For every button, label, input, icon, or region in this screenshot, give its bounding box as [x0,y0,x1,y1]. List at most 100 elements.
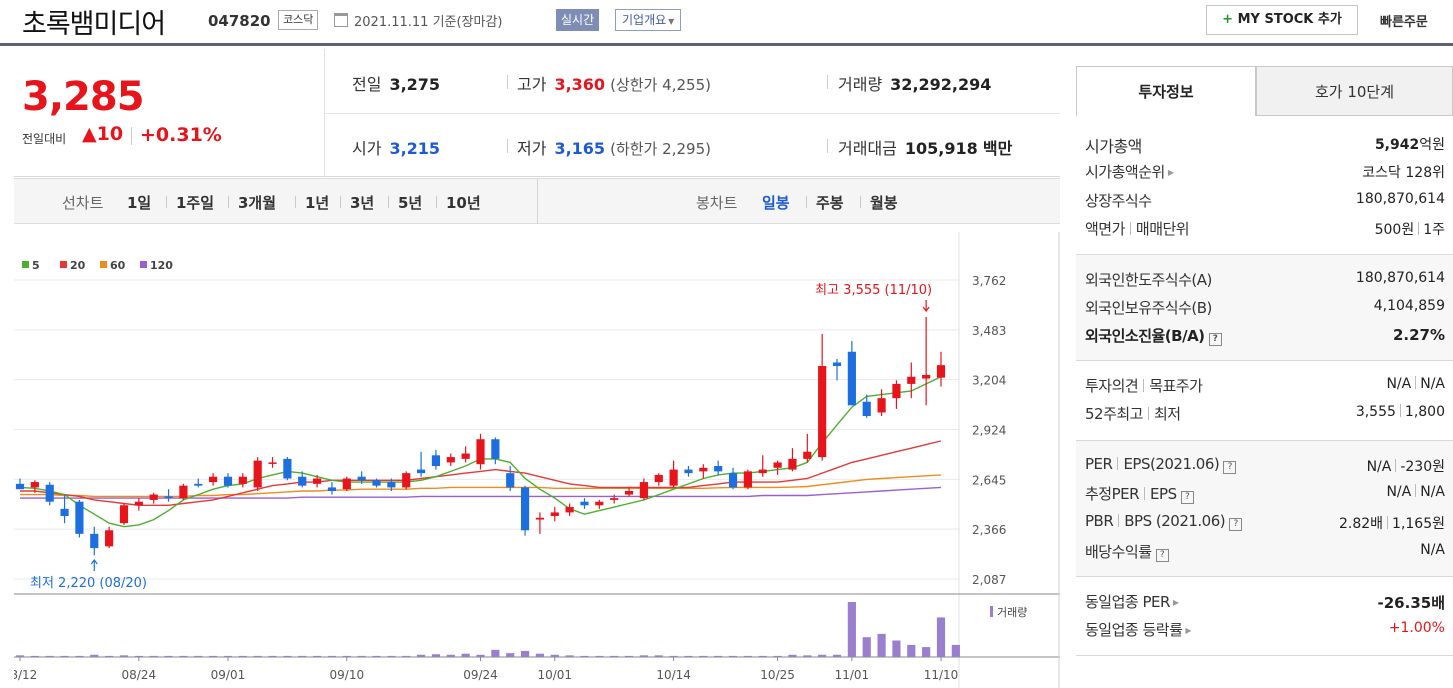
est-per-label: 추정PER [1085,485,1140,503]
per-label: PER [1085,455,1113,473]
corp-overview-button[interactable]: 기업개요 ▼ [615,9,682,31]
candle-body [907,376,916,384]
foreign-limit-value: 180,870,614 [1355,270,1445,286]
trade-amount: 거래대금 105,918 백만 [838,135,1012,159]
divider [507,139,508,153]
prev-close-label: 전일 [352,75,382,94]
candle-body [506,473,515,488]
volume-bar [669,655,678,657]
market-cap-section: 시가총액 5,942억원 시가총액순위 ▶ 코스닥 128위 상장주식수 180,… [1076,116,1453,251]
x-tick-label: 11/10 [924,668,959,682]
volume-bar [832,654,842,657]
date-text: 2021.11.11 기준(장마감) [354,15,503,30]
help-icon[interactable]: ? [1208,333,1222,346]
x-tick-label: 10/14 [656,668,691,682]
week52-key: 52주최고 최저 [1085,403,1181,424]
candle-body [565,507,574,513]
candle-body [654,474,663,483]
divider [228,196,229,208]
period-10y[interactable]: 10년 [446,194,481,212]
candle-body [936,365,946,378]
candle-body [372,480,381,486]
upper-limit: (상한가 4,255) [610,76,711,94]
volume-label: 거래량 [997,606,1027,619]
high-price: 고가 3,360 (상한가 4,255) [517,71,711,95]
period-3m[interactable]: 3개월 [238,194,277,212]
market-cap-rank-row[interactable]: 시가총액순위 ▶ 코스닥 128위 [1085,161,1445,187]
period-1w[interactable]: 1주일 [176,194,215,212]
add-mystock-button[interactable]: + MY STOCK 추가 [1206,5,1358,35]
tab-investment-info[interactable]: 투자정보 [1076,66,1256,116]
period-3y[interactable]: 3년 [350,194,375,212]
volume-bar [253,655,262,657]
realtime-button[interactable]: 실시간 [556,9,600,31]
candle-chart-label: 봉차트 [696,194,738,212]
help-icon[interactable]: ? [1229,518,1243,531]
change-amount: 10 [96,123,124,145]
period-5y[interactable]: 5년 [398,194,423,212]
y-tick-label: 2,366 [972,523,1006,537]
tab-orderbook-10[interactable]: 호가 10단계 [1256,66,1453,116]
volume-bar [60,655,69,657]
legend-swatch [22,261,29,268]
help-icon[interactable]: ? [1155,549,1169,562]
candle-body [45,484,54,502]
arrow-down-icon [922,300,930,312]
volume-legend-swatch [990,606,993,617]
candle-monthly[interactable]: 월봉 [870,194,898,212]
volume-bar [15,655,25,657]
candle-body [105,530,114,547]
volume-bar [758,655,767,657]
candle-weekly[interactable]: 주봉 [816,194,844,212]
candle-body [298,476,307,486]
legend-label: 20 [70,259,86,272]
industry-per-label: 동일업종 PER [1085,593,1170,611]
volume-bar [535,653,545,657]
help-icon[interactable]: ? [1180,491,1194,504]
lower-limit: (하한가 2,295) [610,140,711,158]
opinion-value: N/A [1386,376,1412,392]
period-1y[interactable]: 1년 [305,194,330,212]
quick-order-button[interactable]: 빠른주문 [1380,15,1428,30]
opinion-row: 투자의견 목표주가 N/A N/A [1085,375,1445,401]
low52-label: 최저 [1154,405,1181,423]
candle-body [149,494,158,500]
volume-bar [342,655,351,657]
divider [1418,222,1420,235]
candle-body [357,476,366,481]
change-value: ▲10 [82,123,123,145]
foreign-limit-row: 외국인한도주식수(A) 180,870,614 [1085,269,1445,295]
industry-per-row[interactable]: 동일업종 PER ▶ -26.35배 [1085,591,1445,617]
open-price: 시가 3,215 [352,135,440,159]
info-tabs: 투자정보 호가 10단계 [1076,66,1453,116]
help-icon[interactable]: ? [1223,461,1237,474]
amount-value: 105,918 [904,139,978,158]
chevron-down-icon: ▼ [668,17,675,26]
caret-right-icon: ▶ [1185,626,1192,635]
candle-body [862,401,871,417]
candle-body [803,451,812,459]
candle-body [773,462,782,468]
x-tick-label: 10/01 [537,668,572,682]
industry-rate-row[interactable]: 동일업종 등락률 ▶ +1.00% [1085,619,1445,645]
candle-daily[interactable]: 일봉 [762,194,790,212]
volume-bar [298,655,307,657]
volume-bar [803,655,812,657]
volume-bar [610,655,619,657]
candle-body [728,473,738,488]
industry-rate-value: +1.00% [1388,620,1445,636]
par-value-key: 액면가 매매단위 [1085,218,1190,239]
low-label: 저가 [517,139,547,158]
volume-bar [357,655,366,657]
volume-bar [446,654,455,657]
pbr-label: PBR [1085,512,1114,530]
candle-body [699,467,708,472]
volume: 거래량 32,292,294 [838,71,991,95]
volume-bar [134,655,143,657]
volume-bar [164,655,173,657]
period-1d[interactable]: 1일 [127,194,152,212]
volume-bar [936,617,946,657]
stock-chart[interactable]: 5 20 60 120 3,762 3,483 3,204 2,924 2,645 2,366 2,… [14,232,1060,688]
volume-bar [461,653,470,657]
amount-label: 거래대금 [838,139,897,158]
